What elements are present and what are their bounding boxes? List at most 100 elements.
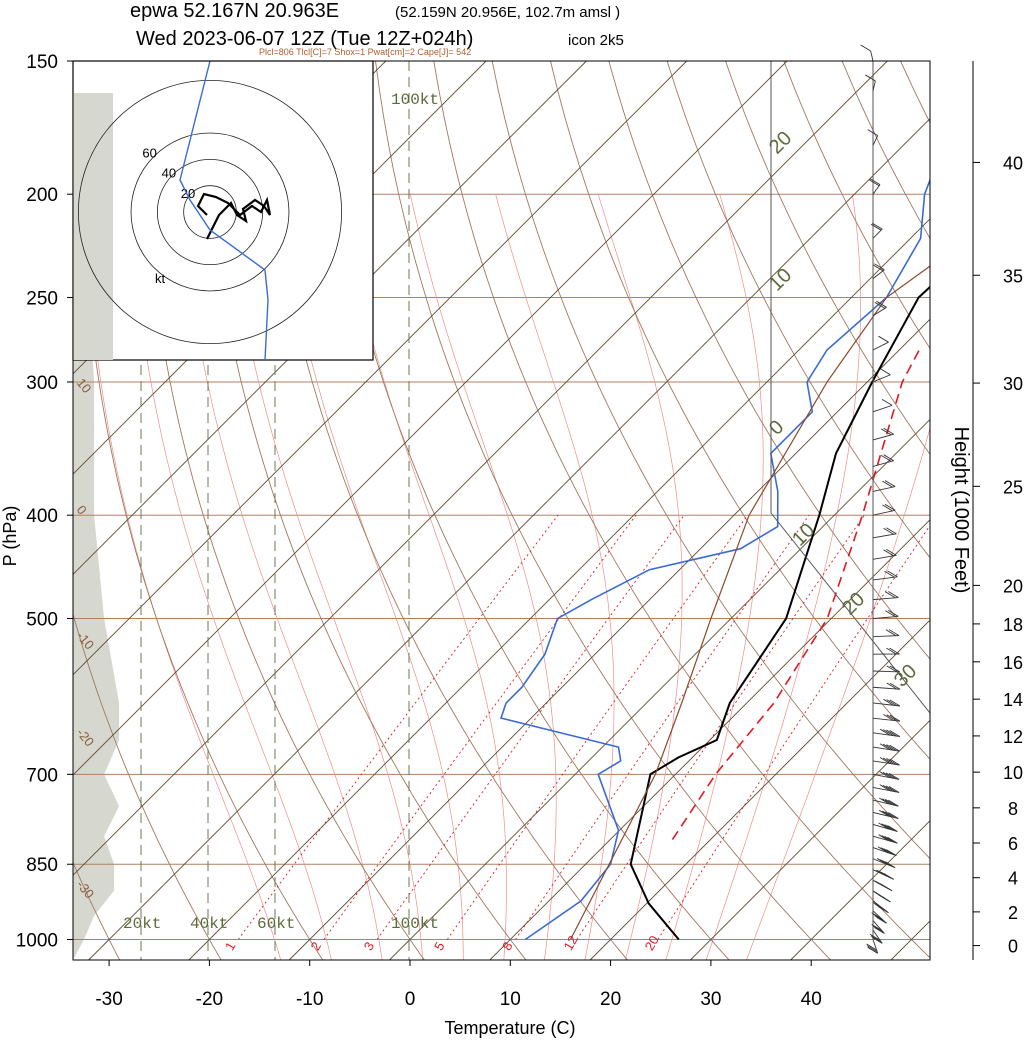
wind-barb-flag <box>883 848 894 856</box>
wind-barb-flag <box>887 836 898 844</box>
x-tick-label: -10 <box>296 989 323 1010</box>
wind-barb-flag <box>882 860 893 867</box>
wind-barb-flag <box>879 728 891 736</box>
wind-barb-flag <box>873 891 885 899</box>
wind-barb-flag <box>889 758 900 766</box>
p-tick-label: 1000 <box>16 931 58 952</box>
station-title: epwa 52.167N 20.963E <box>130 0 339 22</box>
wind-barb-flag <box>889 714 901 722</box>
wind-barb <box>872 576 898 581</box>
wind-barb-flag <box>882 743 894 751</box>
dry-adiabat <box>81 61 324 960</box>
chart-header: epwa 52.167N 20.963E (52.159N 20.956E, 1… <box>130 0 624 57</box>
wind-barb <box>872 433 894 441</box>
wind-barb-flag <box>882 480 893 488</box>
x-tick-label: 40 <box>801 989 822 1010</box>
parcel_dewpoint-curve <box>569 265 930 940</box>
mixing-ratio-line <box>237 514 559 940</box>
isobar-lines <box>73 61 930 940</box>
wind-barb-flag <box>872 925 884 933</box>
wind-barb-flag <box>878 822 889 830</box>
wind-barb-flag <box>883 698 894 706</box>
isotherm <box>690 719 930 960</box>
isotherm <box>188 218 930 960</box>
wind-barb-flag <box>872 222 883 230</box>
wind-barb-flag <box>879 771 890 778</box>
temperature-curve <box>629 285 930 941</box>
wind-barb-flag <box>871 912 882 920</box>
wind-barb-flag <box>886 758 897 765</box>
station-detail: (52.159N 20.956E, 102.7m amsl ) <box>395 4 620 21</box>
wind-barb <box>872 404 893 413</box>
wind-barb-flag <box>886 548 897 556</box>
x-tick-label: -20 <box>196 989 223 1010</box>
dry-adiabat <box>73 612 222 960</box>
wind-barb <box>870 50 874 62</box>
wind-barb-flag <box>882 504 893 512</box>
dry-adiabat <box>258 61 629 960</box>
wind-barb-flag <box>883 527 894 535</box>
wind-barb-flag <box>878 834 889 842</box>
wind-barb-flag <box>876 869 887 877</box>
model-name: icon 2k5 <box>568 32 624 49</box>
isotherm <box>288 318 930 960</box>
wind-barb-flag <box>871 923 882 931</box>
isotherm <box>389 418 930 960</box>
wind-barb <box>872 306 887 317</box>
p-tick-label: 500 <box>26 610 58 631</box>
height-tick-label: 6 <box>1008 834 1018 854</box>
hodograph-dewpoint-segment <box>179 61 269 360</box>
height-tick-label: 2 <box>1008 903 1018 923</box>
moist-adiabat <box>597 194 683 960</box>
wind-barb-flag <box>888 812 899 819</box>
wind-barb-flag <box>872 937 883 944</box>
dry-adiabat <box>608 61 930 660</box>
wind-barb-flag <box>872 902 884 909</box>
wind-barb-flag <box>882 784 894 792</box>
x-tick-label: -30 <box>95 989 122 1010</box>
height-tick-label: 10 <box>1003 763 1023 783</box>
moist-adiabat <box>84 194 282 960</box>
wind-barb-flag <box>867 129 878 136</box>
hodograph-ring-label: 20 <box>181 186 195 201</box>
wind-barb <box>872 717 900 722</box>
wind-speed-label: 100kt <box>391 91 439 109</box>
wind-barb-flag <box>883 729 894 737</box>
wind-barb-flag <box>883 714 894 721</box>
wind-barb-flag <box>885 591 896 599</box>
wind-barb-flag <box>860 44 871 52</box>
p-tick-label: 400 <box>26 506 58 527</box>
wind-barb <box>872 686 901 690</box>
wind-speed-label: 40kt <box>190 915 228 933</box>
dry-adiabat <box>433 61 930 959</box>
wind-barb-flag <box>889 744 900 752</box>
mixing-ratio-label: 20 <box>642 933 662 953</box>
wind-barb-flag <box>872 264 884 272</box>
wind-barb-flag <box>885 629 897 637</box>
wind-barb-flag <box>879 809 890 817</box>
moist-adiabat <box>665 194 764 960</box>
height-axis-label: Height (1000 Feet) <box>950 427 972 594</box>
x-tick-label: 0 <box>405 989 416 1010</box>
moist-adiabat <box>277 194 464 960</box>
wind-barb-flag <box>879 757 891 764</box>
wind-barb-flag <box>885 799 896 806</box>
wind-barb-flag <box>880 428 892 436</box>
wind-barb-flag <box>885 772 897 780</box>
wind-barb-flag <box>879 743 891 751</box>
wind-barb-flag <box>885 610 896 618</box>
mixing-ratio-line <box>657 524 930 940</box>
dry-adiabats <box>73 61 930 960</box>
isotherm <box>88 117 930 960</box>
wind-barb-flag <box>883 549 894 557</box>
isotherm <box>73 61 688 676</box>
wind-barb-flag <box>883 454 894 462</box>
hodograph-unit-label: kt <box>155 271 166 286</box>
wind-barb-flag <box>889 682 901 690</box>
wind-barb-flag <box>878 335 889 343</box>
isotherm <box>73 61 587 576</box>
wind-barb-flag <box>868 179 880 187</box>
wind-barb <box>872 615 899 619</box>
wind-barb-flag <box>886 714 897 722</box>
wind-barb-flag <box>874 301 886 309</box>
